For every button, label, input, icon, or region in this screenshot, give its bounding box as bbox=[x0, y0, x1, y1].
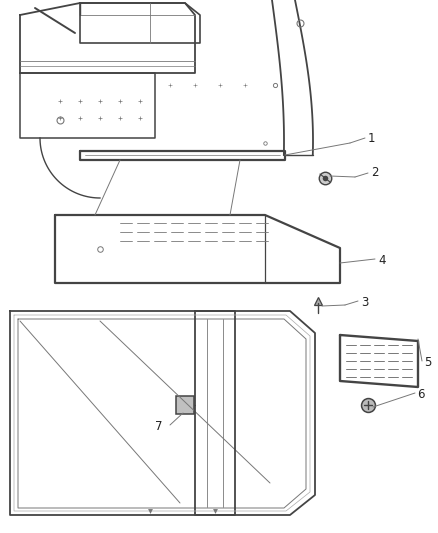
Text: 4: 4 bbox=[378, 254, 385, 268]
Text: 2: 2 bbox=[371, 166, 378, 180]
FancyBboxPatch shape bbox=[176, 396, 194, 414]
Text: 1: 1 bbox=[368, 132, 375, 144]
Text: 6: 6 bbox=[417, 389, 424, 401]
Text: 3: 3 bbox=[361, 295, 368, 309]
Text: 5: 5 bbox=[424, 357, 431, 369]
Text: 7: 7 bbox=[155, 421, 162, 433]
